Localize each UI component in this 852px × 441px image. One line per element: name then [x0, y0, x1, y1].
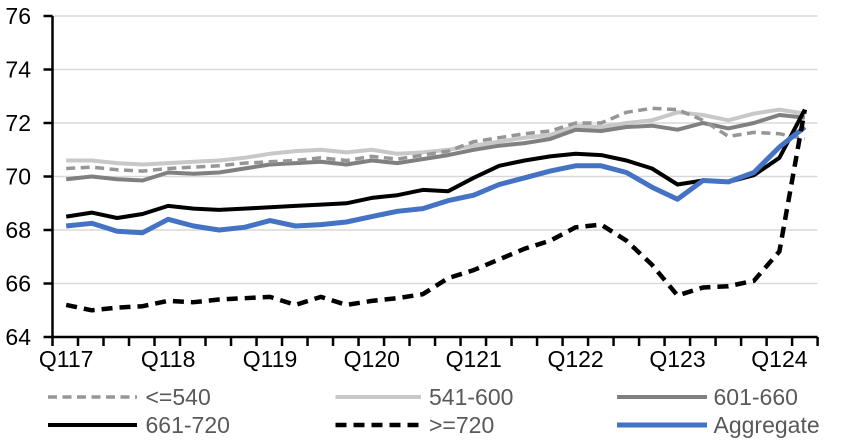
- x-axis-label-q121: Q121: [446, 346, 502, 372]
- legend-label-ge720: >=720: [429, 412, 494, 438]
- x-axis-label-q123: Q123: [649, 346, 705, 372]
- x-axis: Q117 Q118 Q119 Q120 Q121 Q122 Q123 Q124: [39, 346, 808, 372]
- x-axis-label-q117: Q117: [39, 346, 94, 372]
- y-axis-label-66: 66: [5, 271, 31, 297]
- plot-area: [65, 106, 808, 313]
- series-line-aggregate: [65, 125, 807, 236]
- series-line-720: [65, 109, 808, 313]
- y-axis: 76 74 72 70 68 66 64: [5, 3, 31, 350]
- x-axis-label-q124: Q124: [751, 346, 807, 372]
- series-line-601-660: [65, 113, 806, 183]
- series-line-540: [66, 106, 806, 173]
- y-axis-label-72: 72: [5, 110, 31, 136]
- axes: [43, 14, 819, 346]
- y-axis-label-74: 74: [5, 57, 31, 83]
- gridlines: [52, 15, 818, 285]
- x-axis-label-q118: Q118: [141, 346, 196, 372]
- y-axis-label-70: 70: [5, 164, 31, 190]
- legend: <=540 541-600 601-660 661-720 >=720 Aggr…: [48, 384, 820, 438]
- x-axis-label-q120: Q120: [344, 346, 400, 372]
- y-axis-label-68: 68: [5, 217, 31, 243]
- legend-label-541-600: 541-600: [429, 384, 513, 410]
- x-axis-label-q122: Q122: [547, 346, 603, 372]
- legend-label-601-660: 601-660: [714, 384, 798, 410]
- legend-label-aggregate: Aggregate: [714, 412, 820, 438]
- legend-label-661-720: 661-720: [146, 412, 230, 438]
- y-axis-label-76: 76: [5, 3, 31, 29]
- series-line-661-720: [65, 108, 807, 220]
- legend-label-le540: <=540: [146, 384, 211, 410]
- y-axis-label-64: 64: [5, 324, 31, 350]
- x-axis-label-q119: Q119: [243, 346, 298, 372]
